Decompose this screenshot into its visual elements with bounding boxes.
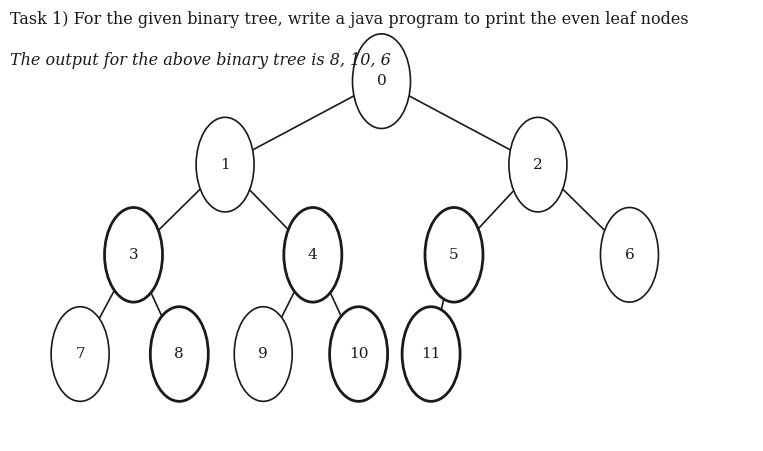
Text: 6: 6: [625, 248, 634, 262]
Text: 5: 5: [449, 248, 459, 262]
Ellipse shape: [330, 307, 388, 401]
Ellipse shape: [196, 117, 254, 212]
Text: Task 1) For the given binary tree, write a java program to print the even leaf n: Task 1) For the given binary tree, write…: [10, 11, 688, 28]
Ellipse shape: [234, 307, 292, 401]
Text: 4: 4: [308, 248, 317, 262]
Ellipse shape: [284, 207, 342, 302]
Ellipse shape: [353, 34, 410, 129]
Text: 9: 9: [259, 347, 268, 361]
Ellipse shape: [150, 307, 208, 401]
Text: 8: 8: [175, 347, 184, 361]
Ellipse shape: [509, 117, 567, 212]
Ellipse shape: [402, 307, 460, 401]
Text: 10: 10: [349, 347, 369, 361]
Text: 7: 7: [76, 347, 85, 361]
Text: The output for the above binary tree is 8, 10, 6: The output for the above binary tree is …: [10, 52, 391, 69]
Ellipse shape: [600, 207, 658, 302]
Text: 0: 0: [377, 74, 386, 88]
Ellipse shape: [51, 307, 109, 401]
Text: 11: 11: [421, 347, 441, 361]
Text: 3: 3: [129, 248, 138, 262]
Text: 2: 2: [533, 157, 542, 172]
Ellipse shape: [105, 207, 163, 302]
Ellipse shape: [425, 207, 483, 302]
Text: 1: 1: [221, 157, 230, 172]
